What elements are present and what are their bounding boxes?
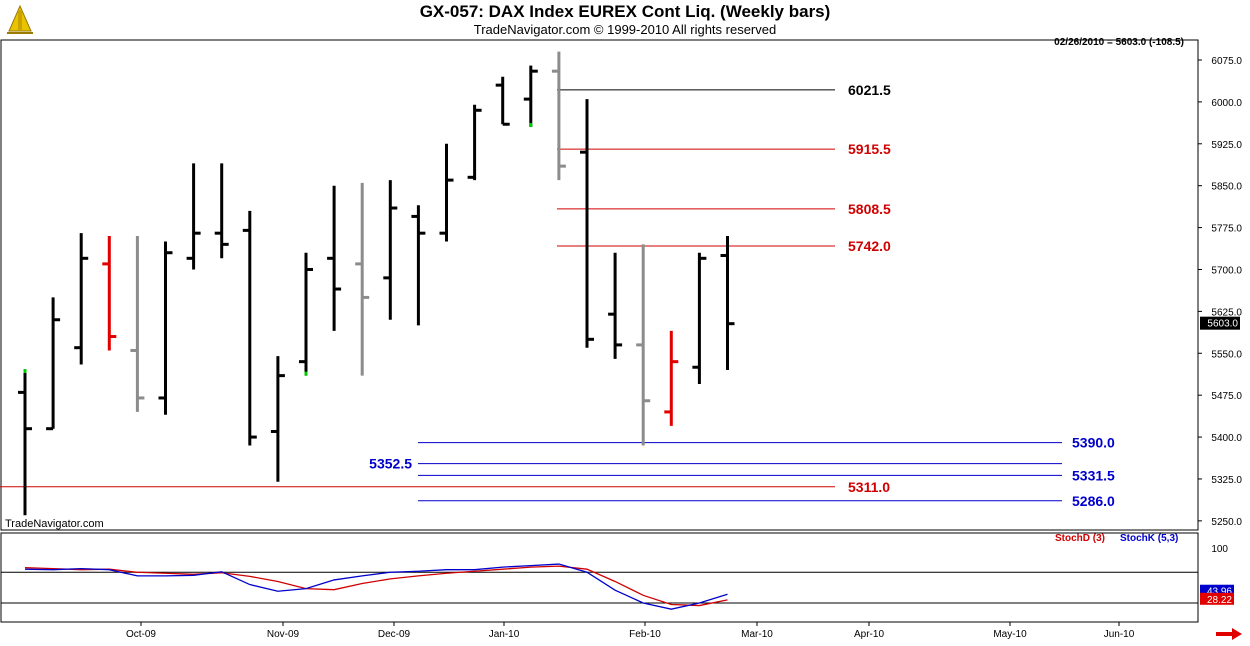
y-tick-label: 5700.0 bbox=[1211, 265, 1242, 276]
x-tick-label: Apr-10 bbox=[854, 629, 884, 640]
last-price-label: 5603.0 bbox=[1207, 319, 1238, 330]
x-tick-label: May-10 bbox=[993, 629, 1027, 640]
x-tick-label: Jun-10 bbox=[1104, 629, 1135, 640]
x-tick-label: Nov-09 bbox=[267, 629, 300, 640]
last-price-box bbox=[1200, 316, 1240, 330]
level-label: 5352.5 bbox=[369, 456, 412, 472]
y-tick-label: 5400.0 bbox=[1211, 433, 1242, 444]
x-tick-label: Mar-10 bbox=[741, 629, 773, 640]
stoch-line bbox=[24, 563, 728, 610]
level-label: 5808.5 bbox=[848, 201, 891, 217]
level-label: 6021.5 bbox=[848, 82, 891, 98]
level-label: 5742.0 bbox=[848, 238, 891, 254]
level-label: 5311.0 bbox=[848, 479, 890, 495]
y-tick-label: 5250.0 bbox=[1211, 517, 1242, 528]
y-tick-label: 5850.0 bbox=[1211, 182, 1242, 193]
y-tick-label: 5925.0 bbox=[1211, 140, 1242, 151]
legend-stoch-d: StochD (3) bbox=[1055, 533, 1105, 544]
level-label: 5286.0 bbox=[1072, 493, 1115, 509]
stoch-d-value-box bbox=[1200, 592, 1234, 605]
y-tick-label: 5475.0 bbox=[1211, 391, 1242, 402]
watermark: TradeNavigator.com bbox=[5, 518, 104, 530]
scroll-right-arrow-icon[interactable] bbox=[1214, 627, 1244, 641]
y-tick-label: 5775.0 bbox=[1211, 224, 1242, 235]
level-label: 5331.5 bbox=[1072, 467, 1115, 483]
stoch-tick-label: 100 bbox=[1211, 544, 1228, 555]
level-label: 5390.0 bbox=[1072, 435, 1115, 451]
trade-navigator-logo bbox=[3, 3, 37, 37]
y-tick-label: 6000.0 bbox=[1211, 98, 1242, 109]
stoch-panel-frame bbox=[0, 532, 1199, 623]
level-label: 5915.5 bbox=[848, 141, 891, 157]
y-tick-label: 5625.0 bbox=[1211, 307, 1242, 318]
legend-stoch-k: StochK (5,3) bbox=[1120, 533, 1179, 544]
stoch-line bbox=[24, 565, 728, 607]
last-quote: 02/26/2010 = 5603.0 (-108.5) bbox=[1054, 37, 1184, 48]
price-panel-frame bbox=[0, 39, 1199, 531]
x-tick-label: Jan-10 bbox=[489, 629, 520, 640]
y-tick-label: 6075.0 bbox=[1211, 56, 1242, 67]
chart-subtitle: TradeNavigator.com © 1999-2010 All right… bbox=[473, 22, 777, 37]
y-tick-label: 5550.0 bbox=[1211, 349, 1242, 360]
x-tick-label: Oct-09 bbox=[126, 629, 156, 640]
chart-title: GX-057: DAX Index EUREX Cont Liq. (Weekl… bbox=[419, 2, 831, 21]
y-tick-label: 5325.0 bbox=[1211, 475, 1242, 486]
stoch-d-value: 28.22 bbox=[1207, 595, 1232, 606]
x-tick-label: Feb-10 bbox=[629, 629, 661, 640]
x-tick-label: Dec-09 bbox=[378, 629, 411, 640]
stoch-k-value: 43.96 bbox=[1207, 587, 1232, 598]
